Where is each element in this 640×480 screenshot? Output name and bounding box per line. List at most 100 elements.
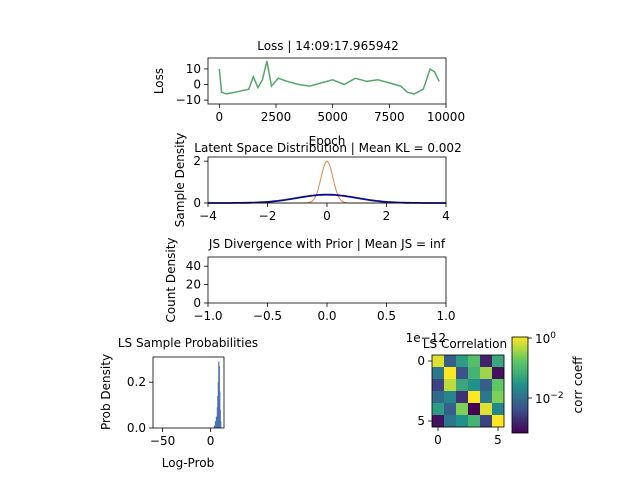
- y-tick-label: 2: [193, 154, 201, 168]
- heatmap-cell: [444, 403, 457, 416]
- x-tick-label: 0.5: [377, 309, 396, 323]
- x-tick-label: −4: [199, 209, 217, 223]
- heatmap-cell: [480, 403, 493, 416]
- js-ylabel: Count Density: [164, 237, 178, 322]
- y-tick-label: −10: [176, 93, 201, 107]
- heatmap-cell: [456, 379, 469, 392]
- prob-ylabel: Prob Density: [99, 354, 113, 430]
- corr-axes-frame: [431, 354, 505, 428]
- y-tick-label: 0: [417, 354, 425, 368]
- loss-line: [218, 60, 440, 95]
- prob-axes-frame: [152, 356, 225, 429]
- heatmap-cell: [432, 367, 445, 380]
- heatmap-cell: [444, 391, 457, 404]
- heatmap-cell: [492, 367, 505, 380]
- colorbar-label: corr coeff: [571, 356, 585, 414]
- heatmap-cell: [432, 355, 445, 368]
- heatmap-cell: [480, 391, 493, 404]
- heatmap-cell: [480, 379, 493, 392]
- x-tick-label: −50: [150, 434, 175, 448]
- x-tick-label: 0.0: [317, 309, 336, 323]
- corr-title: LS Correlation: [423, 337, 507, 351]
- heatmap-cell: [492, 415, 505, 428]
- prob-title: LS Sample Probabilities: [118, 336, 258, 350]
- js-axes-frame: [207, 256, 447, 304]
- heatmap-cell: [456, 403, 469, 416]
- y-tick-label: 0: [193, 196, 201, 210]
- heatmap-cell: [444, 415, 457, 428]
- heatmap-cell: [432, 391, 445, 404]
- heatmap-cell: [444, 379, 457, 392]
- js-x-ticks: −1.0 −0.5 0.0 0.5 1.0: [193, 303, 456, 323]
- x-tick-label: 7500: [374, 110, 405, 124]
- heatmap-cell: [492, 403, 505, 416]
- x-tick-label: 5000: [317, 110, 348, 124]
- y-tick-label: 0: [193, 296, 201, 310]
- y-tick-label: 0.2: [127, 375, 146, 389]
- y-tick-label: 40: [186, 259, 201, 273]
- heatmap-cell: [432, 415, 445, 428]
- heatmap-cell: [468, 403, 481, 416]
- y-tick-label: 10: [186, 62, 201, 76]
- heatmap-cell: [444, 355, 457, 368]
- heatmap-cell: [432, 403, 445, 416]
- latent-title: Latent Space Distribution | Mean KL = 0.…: [194, 141, 461, 155]
- heatmap-cell: [468, 415, 481, 428]
- x-tick-label: 10000: [427, 110, 465, 124]
- colorbar-tick-label-top: 100: [535, 331, 556, 346]
- loss-plot-area: [218, 60, 440, 95]
- heatmap-cell: [492, 391, 505, 404]
- heatmap-cell: [456, 415, 469, 428]
- prob-panel: LS Sample Probabilities −50 0 0.2 0.0 Log-…: [99, 336, 258, 470]
- x-tick-label: −0.5: [253, 309, 282, 323]
- latent-y-ticks: 20: [193, 154, 208, 210]
- heatmap-cell: [432, 379, 445, 392]
- heatmap-cell: [468, 367, 481, 380]
- x-tick-label: 5: [494, 433, 502, 447]
- prob-plot-area: [213, 361, 222, 428]
- prior-distribution-line: [208, 193, 446, 204]
- loss-panel: Loss | 14:09:17.965942 0 2500 5000 7500 1000…: [152, 39, 465, 148]
- prob-y-ticks: 0.2 0.0: [127, 375, 153, 435]
- latent-axes-frame: [207, 156, 447, 204]
- x-tick-label: 0: [323, 209, 331, 223]
- heatmap-cell: [456, 355, 469, 368]
- loss-ylabel: Loss: [152, 68, 166, 94]
- js-title: JS Divergence with Prior | Mean JS = inf: [208, 237, 446, 251]
- y-tick-label: 0: [193, 78, 201, 92]
- histogram-bar: [214, 421, 217, 428]
- loss-axes-frame: [207, 57, 447, 105]
- js-offset-text: 1e−12: [406, 331, 446, 345]
- loss-xlabel: Epoch: [309, 134, 346, 148]
- heatmap-cell: [456, 367, 469, 380]
- prob-xlabel: Log-Prob: [162, 456, 214, 470]
- histogram-bar: [215, 416, 218, 428]
- x-tick-label: 4: [442, 209, 450, 223]
- histogram-bar: [220, 421, 222, 428]
- colorbar-tick-label-bottom: 10−2: [535, 391, 564, 406]
- x-tick-label: −2: [259, 209, 277, 223]
- heatmap-cell: [468, 355, 481, 368]
- corr-heatmap: [432, 355, 505, 428]
- heatmap-cell: [480, 415, 493, 428]
- latent-plot-area: [208, 160, 446, 204]
- js-panel: JS Divergence with Prior | Mean JS = inf…: [164, 237, 456, 345]
- latent-panel: Latent Space Distribution | Mean KL = 0.…: [173, 133, 462, 227]
- corr-colorbar: [511, 336, 529, 434]
- x-tick-label: −1.0: [193, 309, 222, 323]
- x-tick-label: 0: [216, 110, 224, 124]
- y-tick-label: 20: [186, 278, 201, 292]
- loss-title: Loss | 14:09:17.965942: [257, 39, 399, 53]
- heatmap-cell: [480, 355, 493, 368]
- prob-x-ticks: −50 0: [150, 428, 214, 448]
- sample-distribution-line: [208, 160, 446, 204]
- latent-x-ticks: −4 −2 0 2 4: [199, 203, 450, 223]
- heatmap-cell: [468, 391, 481, 404]
- x-tick-label: 2: [383, 209, 391, 223]
- x-tick-label: 0: [207, 434, 215, 448]
- heatmap-cell: [468, 379, 481, 392]
- histogram-bar: [213, 425, 216, 428]
